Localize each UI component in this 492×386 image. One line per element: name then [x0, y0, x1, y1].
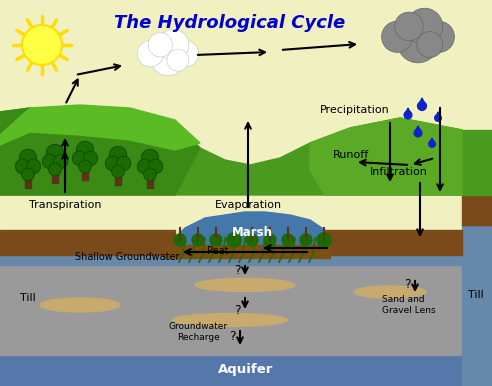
Bar [147, 176, 153, 188]
Bar [25, 176, 31, 188]
Polygon shape [0, 105, 200, 150]
Text: Peat: Peat [207, 246, 229, 256]
Circle shape [72, 151, 87, 166]
Text: Transpiration: Transpiration [29, 200, 101, 210]
Circle shape [54, 154, 68, 169]
Circle shape [435, 115, 441, 121]
Polygon shape [310, 118, 462, 195]
Circle shape [22, 168, 34, 181]
Polygon shape [462, 225, 492, 386]
Text: ?: ? [404, 279, 410, 291]
Bar [82, 168, 88, 180]
Text: ?: ? [234, 264, 240, 276]
Polygon shape [462, 195, 492, 225]
Circle shape [42, 154, 57, 169]
Circle shape [137, 159, 152, 174]
Text: ?: ? [234, 303, 240, 317]
Polygon shape [416, 126, 420, 130]
Circle shape [151, 41, 185, 76]
Polygon shape [420, 98, 425, 103]
Circle shape [148, 33, 172, 57]
Polygon shape [175, 212, 325, 245]
Text: Till: Till [468, 290, 484, 300]
Circle shape [423, 21, 455, 52]
Polygon shape [406, 108, 410, 112]
Ellipse shape [40, 298, 120, 312]
Text: Till: Till [20, 293, 36, 303]
Polygon shape [0, 255, 462, 265]
Circle shape [382, 21, 413, 52]
Circle shape [417, 32, 443, 58]
Circle shape [397, 21, 439, 63]
Circle shape [192, 234, 204, 246]
Text: Infiltration: Infiltration [370, 167, 428, 177]
Text: Precipitation: Precipitation [320, 105, 390, 115]
Circle shape [15, 159, 30, 174]
Text: Evaporation: Evaporation [215, 200, 281, 210]
Bar [115, 173, 121, 185]
Circle shape [429, 141, 435, 147]
Circle shape [22, 25, 62, 65]
Circle shape [141, 149, 159, 167]
Circle shape [227, 233, 241, 247]
Circle shape [318, 234, 330, 246]
Circle shape [174, 234, 186, 246]
Circle shape [79, 160, 92, 173]
Circle shape [414, 129, 422, 137]
Circle shape [299, 233, 313, 247]
Text: The Hydrological Cycle: The Hydrological Cycle [114, 14, 345, 32]
Text: Groundwater
Recharge: Groundwater Recharge [168, 322, 228, 342]
Polygon shape [0, 230, 175, 255]
Polygon shape [0, 355, 492, 386]
Polygon shape [0, 255, 462, 355]
Circle shape [27, 159, 41, 174]
Circle shape [404, 111, 412, 119]
Circle shape [84, 151, 98, 166]
Text: Runoff: Runoff [333, 150, 369, 160]
Circle shape [418, 102, 427, 110]
Circle shape [144, 168, 156, 181]
Ellipse shape [195, 279, 295, 291]
Polygon shape [165, 245, 330, 258]
Polygon shape [325, 230, 462, 255]
Circle shape [46, 144, 64, 162]
Circle shape [49, 163, 62, 176]
Polygon shape [0, 108, 462, 195]
Text: Sand and
Gravel Lens: Sand and Gravel Lens [382, 295, 435, 315]
Circle shape [149, 159, 163, 174]
Circle shape [109, 146, 127, 164]
Text: Shallow Groundwater: Shallow Groundwater [75, 252, 180, 262]
Polygon shape [430, 138, 434, 142]
Circle shape [406, 8, 443, 45]
Circle shape [19, 149, 37, 167]
Circle shape [281, 233, 295, 247]
Circle shape [247, 235, 257, 245]
Polygon shape [0, 108, 200, 195]
Bar [52, 171, 58, 183]
Circle shape [395, 12, 423, 41]
Circle shape [117, 156, 131, 171]
Text: Aquifer: Aquifer [218, 364, 274, 376]
Circle shape [137, 41, 164, 67]
Circle shape [210, 234, 222, 246]
Text: Marsh: Marsh [232, 225, 273, 239]
Circle shape [76, 141, 94, 159]
Circle shape [112, 165, 124, 178]
Circle shape [105, 156, 120, 171]
Circle shape [264, 234, 276, 246]
Ellipse shape [173, 313, 287, 327]
Circle shape [158, 29, 189, 60]
Circle shape [167, 49, 189, 71]
Circle shape [172, 41, 199, 67]
Polygon shape [462, 130, 492, 195]
Text: ?: ? [229, 330, 235, 344]
Ellipse shape [354, 286, 426, 298]
Polygon shape [436, 112, 440, 115]
